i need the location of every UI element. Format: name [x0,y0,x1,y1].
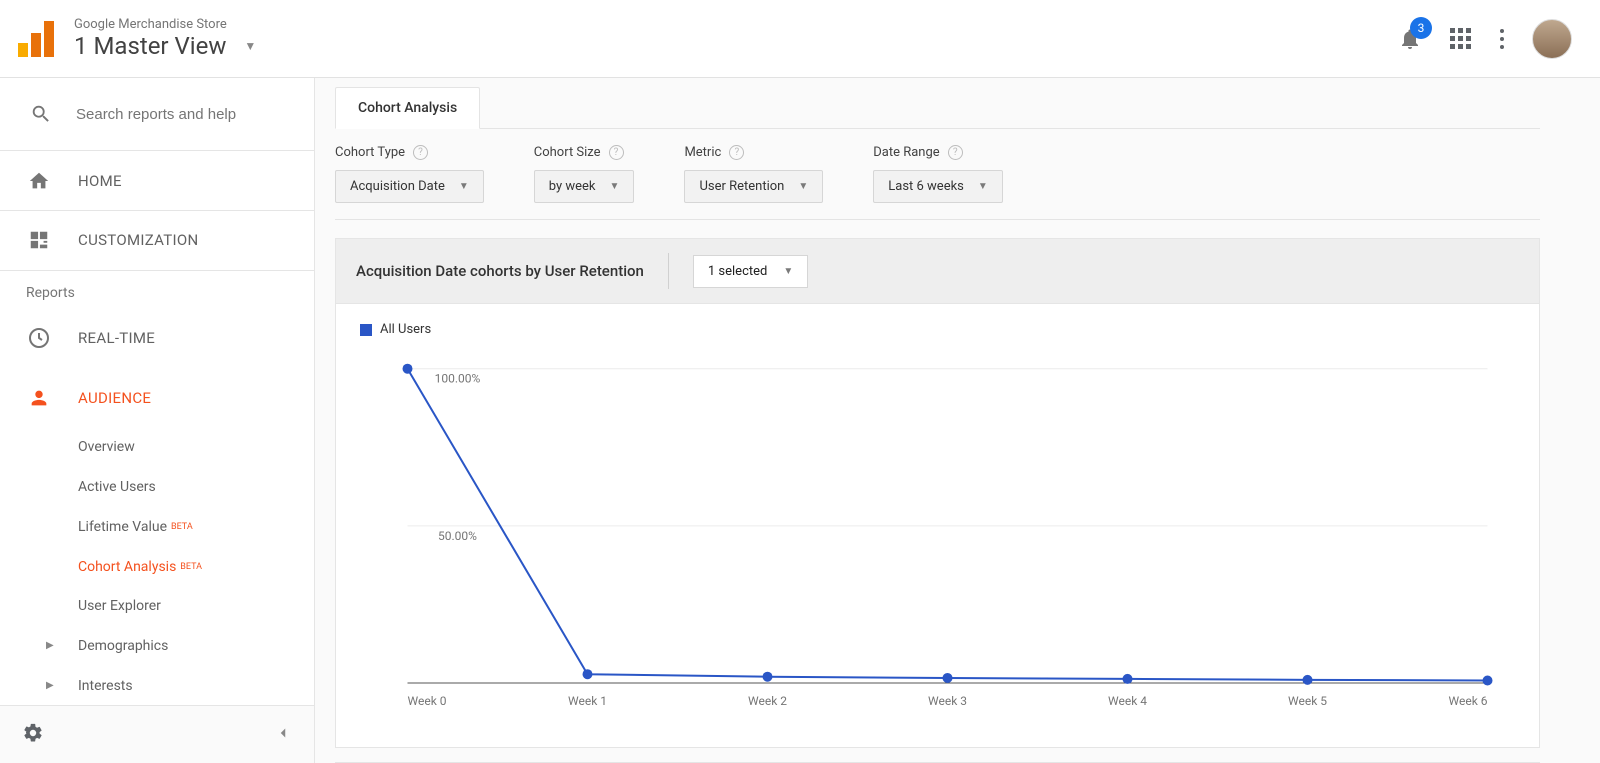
sub-demographics[interactable]: ▶Demographics [0,626,314,666]
help-icon[interactable]: ? [413,145,428,160]
help-icon[interactable]: ? [729,145,744,160]
nav-audience[interactable]: AUDIENCE [0,368,314,428]
chevron-down-icon: ▼ [798,181,808,192]
person-icon [26,385,52,411]
home-icon [26,168,52,194]
sub-interests[interactable]: ▶Interests [0,666,314,706]
nav-realtime[interactable]: REAL-TIME [0,309,314,369]
svg-text:100.00%: 100.00% [435,372,481,386]
search-input[interactable] [76,106,276,123]
svg-text:Week 0: Week 0 [408,694,447,708]
filter-label-metric: Metric [684,145,721,160]
filter-metric[interactable]: User Retention▼ [684,170,823,203]
user-avatar[interactable] [1532,19,1572,59]
ga-logo-icon [18,21,54,57]
filter-label-cohort-size: Cohort Size [534,145,601,160]
beta-badge: BETA [180,562,202,572]
filter-cohort-type[interactable]: Acquisition Date▼ [335,170,484,203]
customization-icon [26,227,52,253]
sidebar-footer [0,705,314,763]
view-name: 1 Master View [74,32,226,60]
app-header: Google Merchandise Store 1 Master View ▼… [0,0,1600,78]
chevron-down-icon: ▼ [459,181,469,192]
sub-overview[interactable]: Overview [0,428,314,468]
more-menu-icon[interactable] [1500,29,1504,49]
chevron-down-icon: ▼ [978,181,988,192]
apps-icon[interactable] [1450,28,1472,50]
notification-badge: 3 [1410,17,1432,39]
retention-line-chart: 100.00% 50.00% Week 0 Week 1 Week 2 Week 3 Wee… [360,343,1515,713]
chart-card: Acquisition Date cohorts by User Retenti… [335,238,1540,748]
beta-badge: BETA [171,522,193,532]
main-content: Cohort Analysis Cohort Type? Acquisition… [315,78,1600,763]
filter-label-cohort-type: Cohort Type [335,145,405,160]
chevron-down-icon: ▼ [783,266,793,277]
sub-user-explorer[interactable]: User Explorer [0,586,314,626]
sub-lifetime-value[interactable]: Lifetime ValueBETA [0,507,314,547]
filter-cohort-size[interactable]: by week▼ [534,170,635,203]
filter-label-date-range: Date Range [873,145,939,160]
notifications-button[interactable]: 3 [1398,27,1422,51]
chart-title: Acquisition Date cohorts by User Retenti… [356,262,644,280]
account-name: Google Merchandise Store [74,17,256,32]
chevron-right-icon: ▶ [46,680,54,691]
search-row[interactable] [0,78,314,151]
chevron-down-icon: ▼ [244,39,256,53]
svg-text:Week 6: Week 6 [1449,694,1488,708]
svg-text:Week 2: Week 2 [748,694,787,708]
clock-icon [26,325,52,351]
filter-row: Cohort Type? Acquisition Date▼ Cohort Si… [335,129,1540,220]
sub-active-users[interactable]: Active Users [0,467,314,507]
sub-cohort-analysis[interactable]: Cohort AnalysisBETA [0,547,314,587]
search-icon [30,103,52,125]
tab-row: Cohort Analysis [335,86,1540,129]
svg-text:Week 5: Week 5 [1288,694,1327,708]
collapse-sidebar-icon[interactable] [274,724,292,746]
reports-section-label: Reports [0,271,314,309]
svg-text:Week 3: Week 3 [928,694,967,708]
chevron-right-icon: ▶ [46,640,54,651]
cohort-selector[interactable]: 1 selected▼ [693,255,808,288]
filter-date-range[interactable]: Last 6 weeks▼ [873,170,1003,203]
nav-home[interactable]: HOME [0,151,314,211]
tab-cohort-analysis[interactable]: Cohort Analysis [335,87,480,129]
sidebar: HOME CUSTOMIZATION Reports REAL-TIME AUD… [0,78,315,763]
svg-text:Week 4: Week 4 [1108,694,1147,708]
help-icon[interactable]: ? [948,145,963,160]
nav-customization[interactable]: CUSTOMIZATION [0,211,314,271]
admin-gear-icon[interactable] [22,722,44,748]
legend-all-users[interactable]: All Users [360,322,1515,337]
svg-text:Week 1: Week 1 [568,694,607,708]
chevron-down-icon: ▼ [610,181,620,192]
legend-swatch [360,324,372,336]
svg-text:50.00%: 50.00% [438,529,477,543]
view-selector[interactable]: Google Merchandise Store 1 Master View ▼ [74,17,256,60]
help-icon[interactable]: ? [609,145,624,160]
